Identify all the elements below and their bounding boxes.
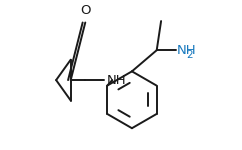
- Text: O: O: [80, 4, 91, 17]
- Text: NH: NH: [177, 44, 197, 57]
- Text: 2: 2: [186, 50, 192, 60]
- Text: NH: NH: [106, 74, 126, 87]
